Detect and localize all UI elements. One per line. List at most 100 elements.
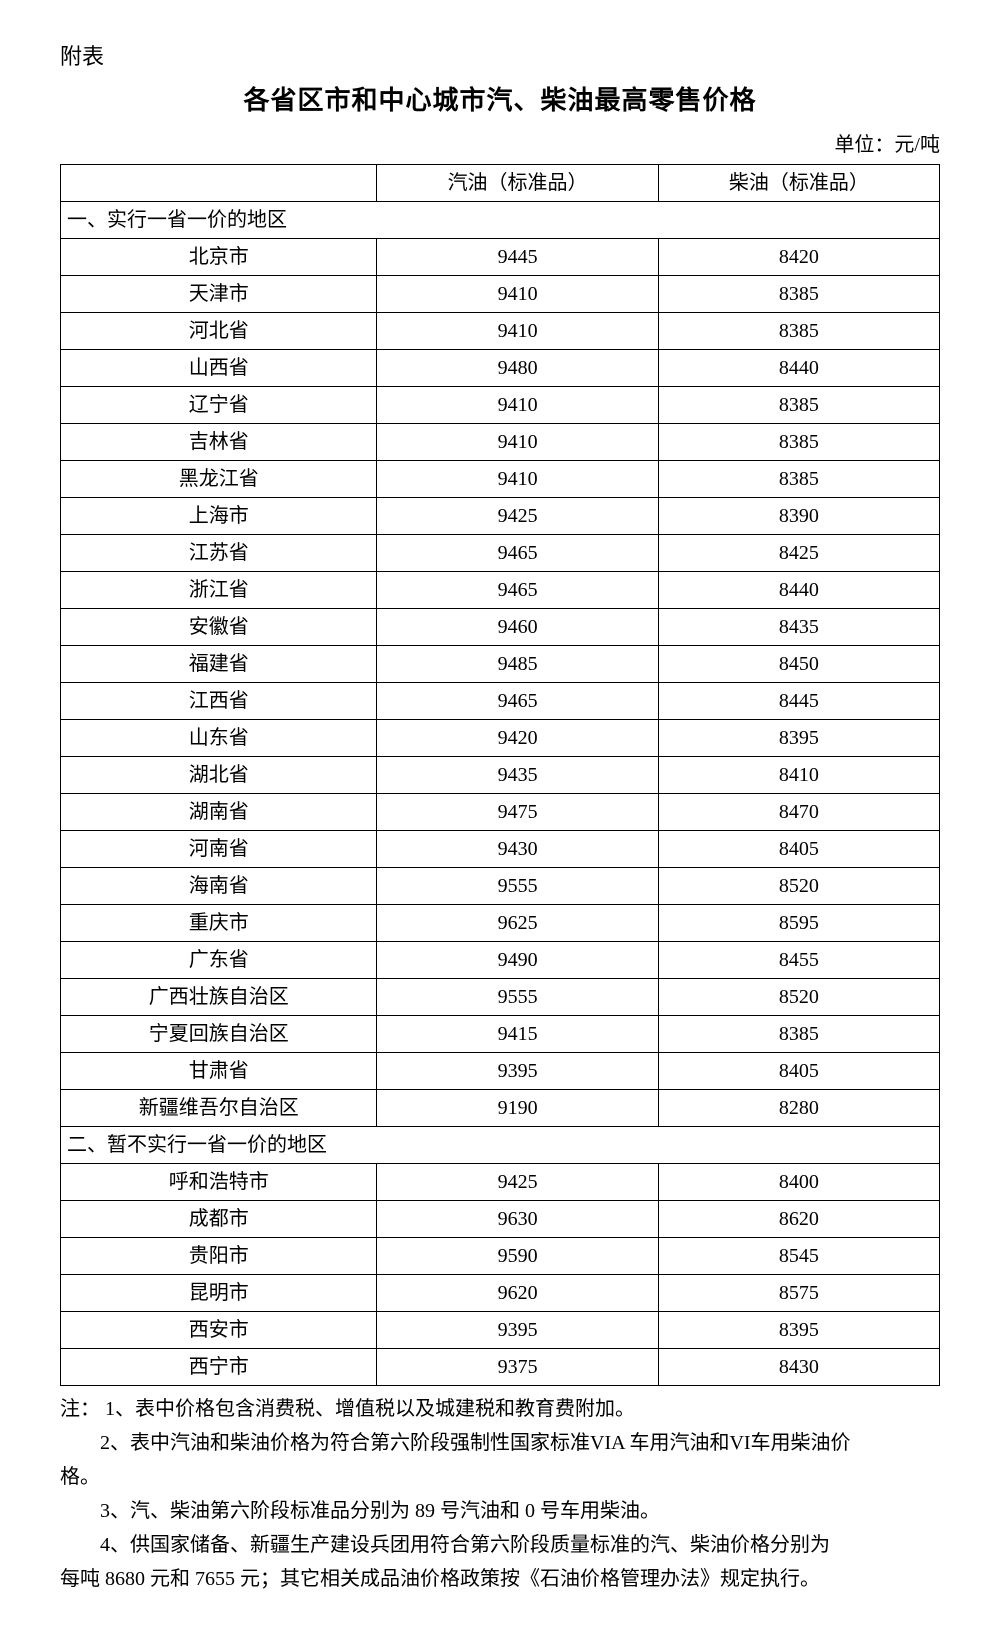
diesel-cell: 8440 <box>658 572 939 609</box>
table-row: 成都市96308620 <box>61 1201 940 1238</box>
region-cell: 贵阳市 <box>61 1238 377 1275</box>
region-cell: 河北省 <box>61 313 377 350</box>
table-row: 宁夏回族自治区94158385 <box>61 1016 940 1053</box>
appendix-label: 附表 <box>60 40 940 73</box>
region-cell: 辽宁省 <box>61 387 377 424</box>
table-row: 湖南省94758470 <box>61 794 940 831</box>
table-row: 西宁市93758430 <box>61 1349 940 1386</box>
table-row: 河北省94108385 <box>61 313 940 350</box>
gasoline-cell: 9430 <box>377 831 658 868</box>
gasoline-cell: 9410 <box>377 313 658 350</box>
diesel-cell: 8520 <box>658 979 939 1016</box>
note-2a: 2、表中汽油和柴油价格为符合第六阶段强制性国家标准VIA 车用汽油和VI车用柴油… <box>60 1426 940 1460</box>
price-table: 汽油（标准品） 柴油（标准品） 一、实行一省一价的地区北京市94458420天津… <box>60 164 940 1386</box>
table-row: 天津市94108385 <box>61 276 940 313</box>
gasoline-cell: 9590 <box>377 1238 658 1275</box>
region-cell: 江西省 <box>61 683 377 720</box>
diesel-cell: 8385 <box>658 424 939 461</box>
gasoline-cell: 9415 <box>377 1016 658 1053</box>
region-cell: 西宁市 <box>61 1349 377 1386</box>
diesel-cell: 8470 <box>658 794 939 831</box>
region-cell: 吉林省 <box>61 424 377 461</box>
table-row: 浙江省94658440 <box>61 572 940 609</box>
region-cell: 重庆市 <box>61 905 377 942</box>
region-cell: 福建省 <box>61 646 377 683</box>
region-cell: 浙江省 <box>61 572 377 609</box>
table-row: 山西省94808440 <box>61 350 940 387</box>
region-cell: 北京市 <box>61 239 377 276</box>
region-cell: 宁夏回族自治区 <box>61 1016 377 1053</box>
diesel-cell: 8440 <box>658 350 939 387</box>
diesel-cell: 8455 <box>658 942 939 979</box>
gasoline-cell: 9410 <box>377 424 658 461</box>
note-2b: 格。 <box>60 1460 940 1494</box>
diesel-cell: 8385 <box>658 387 939 424</box>
table-row: 昆明市96208575 <box>61 1275 940 1312</box>
region-cell: 湖北省 <box>61 757 377 794</box>
diesel-cell: 8575 <box>658 1275 939 1312</box>
diesel-cell: 8395 <box>658 1312 939 1349</box>
gasoline-cell: 9465 <box>377 683 658 720</box>
note-4a: 4、供国家储备、新疆生产建设兵团用符合第六阶段质量标准的汽、柴油价格分别为 <box>60 1528 940 1562</box>
diesel-cell: 8405 <box>658 1053 939 1090</box>
diesel-cell: 8410 <box>658 757 939 794</box>
table-row: 重庆市96258595 <box>61 905 940 942</box>
region-cell: 河南省 <box>61 831 377 868</box>
region-cell: 黑龙江省 <box>61 461 377 498</box>
gasoline-cell: 9435 <box>377 757 658 794</box>
gasoline-cell: 9630 <box>377 1201 658 1238</box>
note-3: 3、汽、柴油第六阶段标准品分别为 89 号汽油和 0 号车用柴油。 <box>60 1494 940 1528</box>
region-cell: 山东省 <box>61 720 377 757</box>
diesel-cell: 8385 <box>658 313 939 350</box>
section-header-cell: 二、暂不实行一省一价的地区 <box>61 1127 940 1164</box>
page-title: 各省区市和中心城市汽、柴油最高零售价格 <box>60 81 940 120</box>
gasoline-cell: 9620 <box>377 1275 658 1312</box>
gasoline-cell: 9485 <box>377 646 658 683</box>
notes-block: 注： 1、表中价格包含消费税、增值税以及城建税和教育费附加。 2、表中汽油和柴油… <box>60 1392 940 1596</box>
diesel-cell: 8545 <box>658 1238 939 1275</box>
note-1: 注： 1、表中价格包含消费税、增值税以及城建税和教育费附加。 <box>60 1392 940 1426</box>
gasoline-cell: 9480 <box>377 350 658 387</box>
table-row: 吉林省94108385 <box>61 424 940 461</box>
gasoline-cell: 9395 <box>377 1053 658 1090</box>
diesel-cell: 8385 <box>658 1016 939 1053</box>
table-row: 呼和浩特市94258400 <box>61 1164 940 1201</box>
gasoline-cell: 9410 <box>377 461 658 498</box>
diesel-cell: 8390 <box>658 498 939 535</box>
region-cell: 江苏省 <box>61 535 377 572</box>
section-header-cell: 一、实行一省一价的地区 <box>61 202 940 239</box>
gasoline-cell: 9410 <box>377 387 658 424</box>
table-row: 江西省94658445 <box>61 683 940 720</box>
diesel-cell: 8385 <box>658 276 939 313</box>
region-cell: 成都市 <box>61 1201 377 1238</box>
gasoline-cell: 9445 <box>377 239 658 276</box>
region-cell: 山西省 <box>61 350 377 387</box>
gasoline-cell: 9410 <box>377 276 658 313</box>
diesel-cell: 8425 <box>658 535 939 572</box>
region-cell: 昆明市 <box>61 1275 377 1312</box>
table-row: 湖北省94358410 <box>61 757 940 794</box>
diesel-cell: 8595 <box>658 905 939 942</box>
region-cell: 新疆维吾尔自治区 <box>61 1090 377 1127</box>
diesel-cell: 8620 <box>658 1201 939 1238</box>
table-row: 海南省95558520 <box>61 868 940 905</box>
diesel-cell: 8520 <box>658 868 939 905</box>
section-header: 二、暂不实行一省一价的地区 <box>61 1127 940 1164</box>
section-header: 一、实行一省一价的地区 <box>61 202 940 239</box>
diesel-cell: 8405 <box>658 831 939 868</box>
table-row: 西安市93958395 <box>61 1312 940 1349</box>
unit-label: 单位：元/吨 <box>60 130 940 160</box>
region-cell: 广东省 <box>61 942 377 979</box>
gasoline-cell: 9420 <box>377 720 658 757</box>
gasoline-cell: 9490 <box>377 942 658 979</box>
diesel-cell: 8280 <box>658 1090 939 1127</box>
gasoline-cell: 9555 <box>377 979 658 1016</box>
table-row: 甘肃省93958405 <box>61 1053 940 1090</box>
gasoline-cell: 9465 <box>377 535 658 572</box>
gasoline-cell: 9395 <box>377 1312 658 1349</box>
region-cell: 天津市 <box>61 276 377 313</box>
gasoline-cell: 9465 <box>377 572 658 609</box>
region-cell: 广西壮族自治区 <box>61 979 377 1016</box>
header-blank <box>61 165 377 202</box>
diesel-cell: 8435 <box>658 609 939 646</box>
